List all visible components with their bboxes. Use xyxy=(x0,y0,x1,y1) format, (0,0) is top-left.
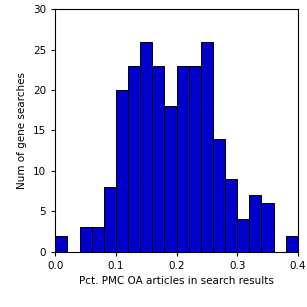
Bar xyxy=(152,66,165,252)
Bar xyxy=(225,179,237,252)
Bar xyxy=(201,41,213,252)
Bar xyxy=(116,90,128,252)
Bar xyxy=(55,235,68,252)
Bar xyxy=(237,220,249,252)
Bar xyxy=(249,195,261,252)
Bar xyxy=(213,138,225,252)
Bar xyxy=(104,187,116,252)
Bar xyxy=(286,235,298,252)
X-axis label: Pct. PMC OA articles in search results: Pct. PMC OA articles in search results xyxy=(79,276,274,286)
Bar xyxy=(262,203,274,252)
Bar xyxy=(91,227,104,252)
Bar xyxy=(188,66,201,252)
Y-axis label: Num of gene searches: Num of gene searches xyxy=(17,72,27,189)
Bar xyxy=(128,66,140,252)
Bar xyxy=(140,41,152,252)
Bar xyxy=(177,66,188,252)
Bar xyxy=(165,106,177,252)
Bar xyxy=(80,227,91,252)
